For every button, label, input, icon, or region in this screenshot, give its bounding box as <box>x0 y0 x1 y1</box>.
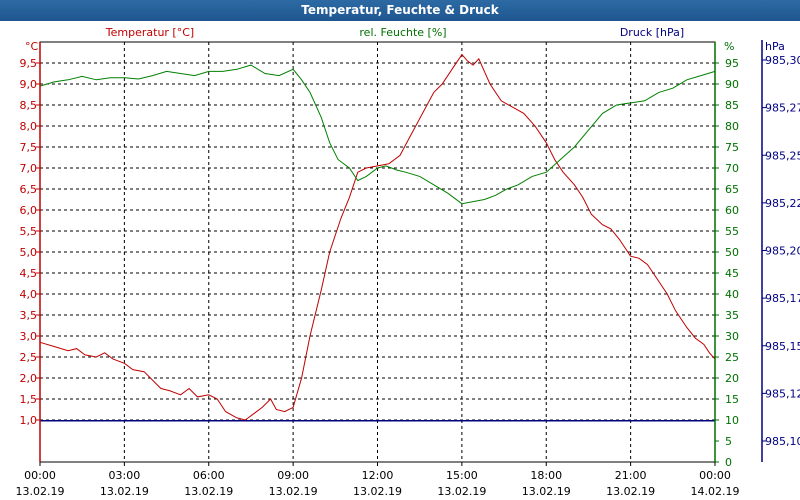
pressure-axis-label: Druck [hPa] <box>620 26 684 39</box>
time-tick-label: 03:00 <box>109 469 141 482</box>
pressure-unit: hPa <box>765 40 785 53</box>
humidity-axis: 0 5 10 15 20 25 30 35 40 45 50 55 60 65 70 75 80 85 90 95 <box>714 42 739 469</box>
title-bar: Temperatur, Feuchte & Druck <box>0 0 800 21</box>
humidity-tick-label: 80 <box>725 120 739 133</box>
humidity-tick-label: 35 <box>725 309 739 322</box>
date-tick-label: 13.02.19 <box>16 485 65 498</box>
temperature-tick-label: 9,5 <box>20 57 38 70</box>
temperature-tick-label: 2,0 <box>20 372 38 385</box>
pressure-tick-label: 985,15 <box>765 340 800 353</box>
pressure-tick-label: 985,20 <box>765 245 800 258</box>
humidity-tick-label: 25 <box>725 351 739 364</box>
pressure-tick-label: 985,17 <box>765 292 800 305</box>
temperature-tick-label: 7,5 <box>20 141 38 154</box>
pressure-tick-label: 985,27 <box>765 102 800 115</box>
humidity-tick-label: 85 <box>725 99 739 112</box>
humidity-tick-label: 0 <box>725 456 732 469</box>
temperature-axis-label: Temperatur [°C] <box>105 26 194 39</box>
temperature-tick-label: 6,5 <box>20 183 38 196</box>
humidity-tick-label: 30 <box>725 330 739 343</box>
temperature-tick-label: 8,0 <box>20 120 38 133</box>
temperature-tick-label: 5,0 <box>20 246 38 259</box>
temperature-tick-label: 9,0 <box>20 78 38 91</box>
humidity-tick-label: 15 <box>725 393 739 406</box>
date-tick-label: 14.02.19 <box>691 485 740 498</box>
date-tick-label: 13.02.19 <box>100 485 149 498</box>
temperature-tick-label: 3,0 <box>20 330 38 343</box>
time-tick-label: 18:00 <box>530 469 562 482</box>
series-layer <box>39 53 716 422</box>
time-tick-label: 15:00 <box>446 469 478 482</box>
time-tick-label: 00:00 <box>699 469 731 482</box>
date-tick-label: 13.02.19 <box>269 485 318 498</box>
humidity-axis-label: rel. Feuchte [%] <box>359 26 446 39</box>
pressure-tick-label: 985,30 <box>765 54 800 67</box>
time-tick-label: 00:00 <box>24 469 56 482</box>
temperature-tick-label: 3,5 <box>20 309 38 322</box>
humidity-tick-label: 90 <box>725 78 739 91</box>
pressure-tick-label: 985,22 <box>765 197 800 210</box>
humidity-tick-label: 70 <box>725 162 739 175</box>
series-line <box>39 53 716 421</box>
pressure-tick-label: 985,10 <box>765 435 800 448</box>
temperature-axis: 1,0 1,5 2,0 2,5 3,0 3,5 4,0 4,5 5,0 5,5 6,0 6,5 7,0 7… <box>20 42 41 462</box>
temperature-tick-label: 7,0 <box>20 162 38 175</box>
temperature-tick-label: 4,0 <box>20 288 38 301</box>
time-axis: 00:00 13.02.19 03:00 13.02.19 06:00 13.02.19 0… <box>16 462 740 498</box>
date-tick-label: 13.02.19 <box>437 485 486 498</box>
temperature-tick-label: 4,5 <box>20 267 38 280</box>
temperature-tick-label: 1,0 <box>20 414 38 427</box>
humidity-tick-label: 55 <box>725 225 739 238</box>
humidity-tick-label: 50 <box>725 246 739 259</box>
humidity-tick-label: 45 <box>725 267 739 280</box>
humidity-tick-label: 5 <box>725 435 732 448</box>
humidity-tick-label: 75 <box>725 141 739 154</box>
pressure-tick-label: 985,12 <box>765 387 800 400</box>
humidity-tick-label: 20 <box>725 372 739 385</box>
humidity-tick-label: 40 <box>725 288 739 301</box>
time-tick-label: 12:00 <box>362 469 394 482</box>
pressure-tick-label: 985,25 <box>765 149 800 162</box>
temperature-tick-label: 2,5 <box>20 351 38 364</box>
temperature-tick-label: 5,5 <box>20 225 38 238</box>
temperature-tick-label: 8,5 <box>20 99 38 112</box>
pressure-axis: 985,10 985,12 985,15 985,17 985,20 985,22 985,… <box>762 54 800 448</box>
temperature-tick-label: 6,0 <box>20 204 38 217</box>
time-tick-label: 06:00 <box>193 469 225 482</box>
humidity-tick-label: 10 <box>725 414 739 427</box>
time-tick-label: 21:00 <box>615 469 647 482</box>
chart-title: Temperatur, Feuchte & Druck <box>301 3 499 17</box>
humidity-tick-label: 60 <box>725 204 739 217</box>
temperature-tick-label: 1,5 <box>20 393 38 406</box>
time-tick-label: 09:00 <box>277 469 309 482</box>
humidity-unit: % <box>724 40 734 53</box>
date-tick-label: 13.02.19 <box>522 485 571 498</box>
temperature-unit: °C <box>25 40 39 53</box>
humidity-tick-label: 65 <box>725 183 739 196</box>
date-tick-label: 13.02.19 <box>606 485 655 498</box>
date-tick-label: 13.02.19 <box>184 485 233 498</box>
humidity-tick-label: 95 <box>725 57 739 70</box>
date-tick-label: 13.02.19 <box>353 485 402 498</box>
series-line <box>39 64 716 205</box>
